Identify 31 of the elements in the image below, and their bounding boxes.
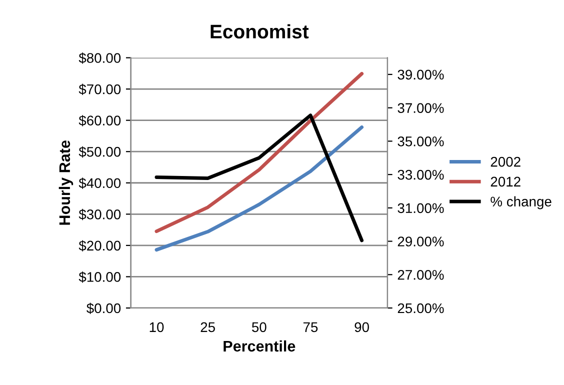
- y-tick-label: $20.00: [78, 240, 121, 252]
- line-series: [154, 114, 364, 242]
- y-tick-label: $40.00: [78, 178, 121, 189]
- x-tick-label: 75: [303, 322, 318, 332]
- y-tick-label: $50.00: [78, 146, 121, 158]
- legend-label: 2002: [490, 156, 520, 167]
- line-series: [154, 125, 364, 252]
- y-tick-label: $60.00: [78, 115, 121, 126]
- y2-tick-label: 33.00%: [398, 170, 444, 180]
- x-axis-title: Percentile: [224, 340, 296, 352]
- legend-label: 2012: [490, 176, 520, 187]
- y2-tick-label: 31.00%: [398, 203, 444, 214]
- x-tick-label: 25: [200, 322, 215, 332]
- x-tick-label: 90: [354, 322, 369, 332]
- y2-tick-label: 25.00%: [398, 303, 444, 314]
- y-tick-label: $0.00: [86, 302, 121, 314]
- y2-tick-label: 27.00%: [398, 270, 444, 280]
- y2-tick-label: 39.00%: [398, 70, 444, 80]
- y-tick-label: $80.00: [78, 52, 121, 64]
- chart-title: Economist: [210, 24, 309, 38]
- y-tick-label: $70.00: [78, 84, 121, 96]
- legend-label: % change: [490, 196, 552, 210]
- line-series: [154, 72, 364, 234]
- x-tick-label: 50: [252, 322, 266, 332]
- x-tick-label: 10: [150, 322, 164, 332]
- y2-tick-label: 29.00%: [398, 236, 444, 246]
- y-tick-label: $10.00: [78, 271, 121, 283]
- y2-tick-label: 35.00%: [398, 136, 444, 146]
- y-axis-title: Hourly Rate: [58, 140, 74, 225]
- y2-tick-label: 37.00%: [398, 103, 444, 113]
- y-tick-label: $30.00: [78, 208, 121, 220]
